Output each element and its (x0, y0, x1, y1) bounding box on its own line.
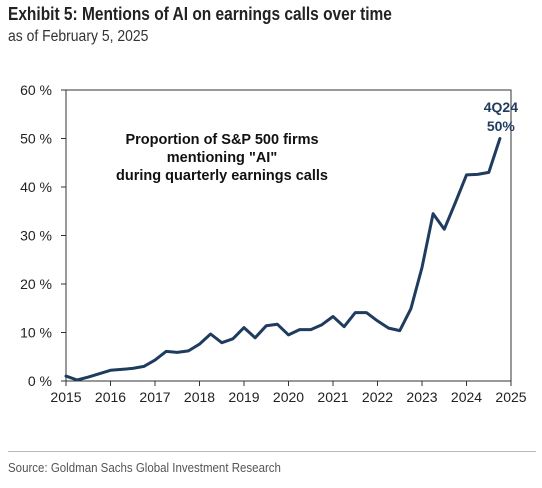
x-tick-label: 2022 (362, 389, 393, 405)
x-tick-label: 2015 (50, 389, 81, 405)
x-tick-label: 2023 (406, 389, 437, 405)
y-tick-label: 10 % (20, 325, 52, 341)
x-tick-label: 2017 (139, 389, 170, 405)
annotation-line: Proportion of S&P 500 firms (125, 132, 318, 148)
x-tick-label: 2024 (451, 389, 482, 405)
x-tick-label: 2025 (495, 389, 526, 405)
y-tick-label: 30 % (20, 228, 52, 244)
y-tick-label: 0 % (28, 373, 52, 389)
y-tick-label: 50 % (20, 131, 52, 147)
annotation-line: during quarterly earnings calls (116, 168, 328, 184)
chart-subtitle: as of February 5, 2025 (8, 28, 149, 45)
x-tick-label: 2019 (228, 389, 259, 405)
series-line (64, 137, 502, 382)
x-tick-label: 2020 (273, 389, 304, 405)
x-tick-label: 2016 (95, 389, 126, 405)
x-tick-label: 2018 (184, 389, 215, 405)
chart-title: Exhibit 5: Mentions of AI on earnings ca… (8, 4, 392, 24)
annotation-line: mentioning "AI" (167, 150, 277, 166)
end-data-label: 4Q24 (484, 99, 518, 115)
line-chart: 0 % 10 % 20 % 30 % 40 % 50 % 60 % 2015 2016 2017 2… (20, 82, 527, 405)
source-note: Source: Goldman Sachs Global Investment … (8, 461, 281, 475)
y-tick-label: 20 % (20, 276, 52, 292)
x-tick-label: 2021 (317, 389, 348, 405)
footer-divider (8, 451, 536, 452)
y-tick-label: 40 % (20, 179, 52, 195)
end-data-label: 50% (487, 118, 516, 134)
y-tick-label: 60 % (20, 82, 52, 98)
